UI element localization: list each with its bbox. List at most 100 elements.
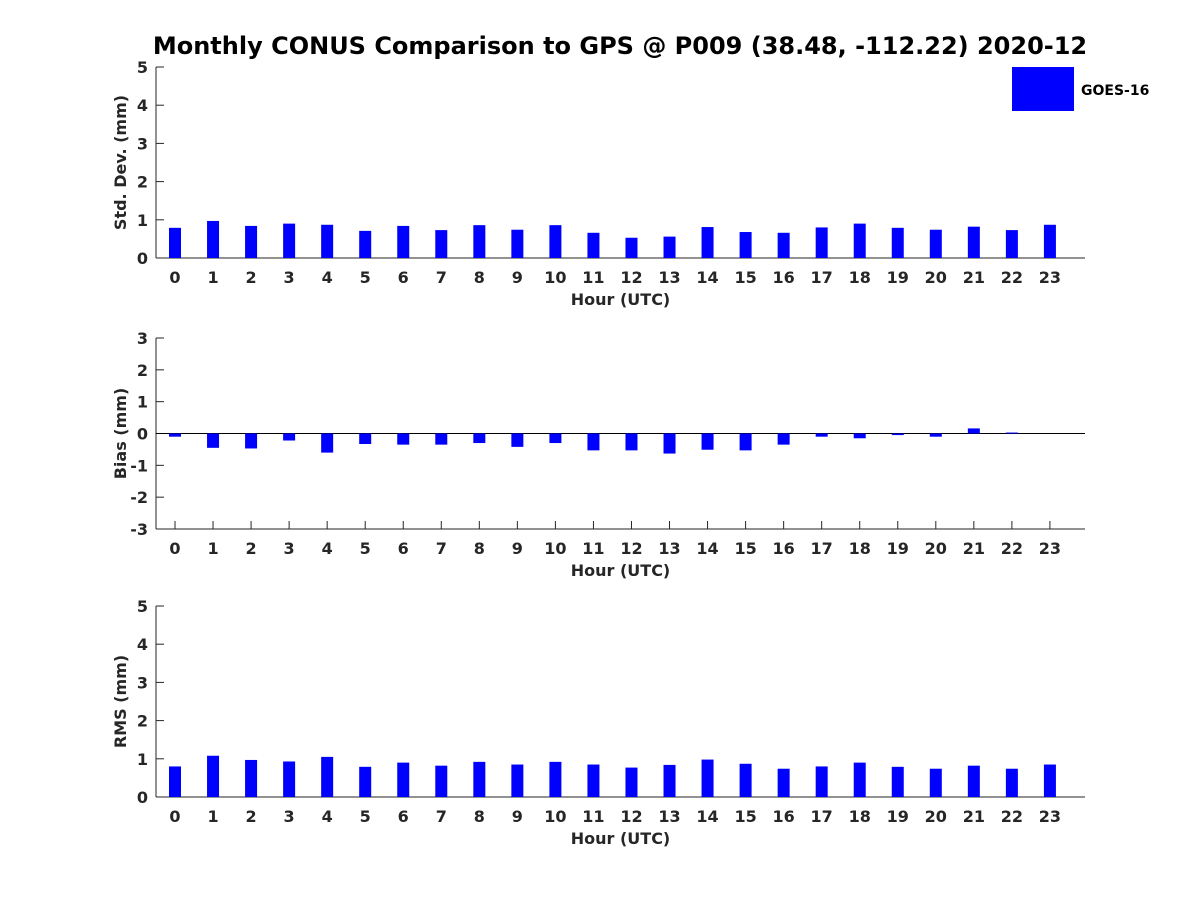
bar — [245, 759, 258, 797]
x-tick-label: 17 — [811, 268, 833, 287]
bar — [625, 767, 638, 797]
x-tick-label: 23 — [1039, 268, 1061, 287]
bar — [1043, 224, 1056, 258]
y-tick-label: 0 — [137, 249, 148, 268]
bar — [359, 766, 372, 797]
y-tick-label: 4 — [137, 96, 148, 115]
x-tick-label: 15 — [734, 807, 756, 826]
y-tick-label: 2 — [137, 173, 148, 192]
y-tick-label: 3 — [137, 329, 148, 348]
bar — [815, 766, 828, 797]
bar — [359, 433, 372, 445]
bar — [473, 433, 486, 444]
bar — [701, 759, 714, 797]
x-tick-label: 0 — [169, 268, 180, 287]
x-tick-label: 18 — [849, 539, 871, 558]
bar — [967, 765, 980, 797]
bar — [777, 768, 790, 797]
bar — [207, 433, 220, 448]
y-tick-label: 0 — [137, 425, 148, 444]
x-tick-label: 14 — [696, 807, 718, 826]
bar — [321, 756, 334, 797]
bar — [929, 433, 942, 437]
bar — [321, 433, 334, 453]
bar — [321, 224, 334, 258]
x-tick-label: 19 — [887, 539, 909, 558]
bar — [549, 761, 562, 797]
x-tick-label: 14 — [696, 268, 718, 287]
x-tick-label: 4 — [322, 268, 333, 287]
y-tick-label: -1 — [130, 456, 148, 475]
bar — [929, 768, 942, 797]
x-tick-label: 15 — [734, 268, 756, 287]
bar — [739, 433, 752, 451]
x-tick-label: 12 — [620, 268, 642, 287]
bar — [891, 227, 904, 258]
y-tick-label: 0 — [137, 788, 148, 807]
bar — [625, 237, 638, 258]
bar — [967, 226, 980, 258]
x-tick-label: 5 — [360, 268, 371, 287]
x-tick-label: 12 — [620, 539, 642, 558]
bar — [435, 765, 448, 797]
x-tick-label: 7 — [436, 539, 447, 558]
x-tick-label: 3 — [284, 539, 295, 558]
x-tick-label: 5 — [360, 807, 371, 826]
x-tick-label: 8 — [474, 807, 485, 826]
x-tick-label: 20 — [925, 268, 947, 287]
x-tick-label: 2 — [246, 539, 257, 558]
bar — [891, 766, 904, 797]
bar — [207, 220, 220, 258]
x-tick-label: 10 — [544, 268, 566, 287]
bar — [511, 764, 524, 797]
x-tick-label: 13 — [658, 539, 680, 558]
x-tick-label: 16 — [773, 268, 795, 287]
bar — [853, 762, 866, 797]
x-tick-label: 3 — [284, 807, 295, 826]
x-tick-label: 17 — [811, 539, 833, 558]
x-tick-label: 21 — [963, 539, 985, 558]
bar — [739, 232, 752, 258]
legend-swatch — [1012, 67, 1074, 111]
x-axis-label: Hour (UTC) — [571, 290, 671, 309]
bar — [701, 433, 714, 450]
x-tick-label: 23 — [1039, 539, 1061, 558]
bar — [397, 762, 410, 797]
x-tick-label: 23 — [1039, 807, 1061, 826]
x-tick-label: 6 — [398, 268, 409, 287]
x-axis-label: Hour (UTC) — [571, 829, 671, 848]
y-axis-label: Std. Dev. (mm) — [111, 95, 130, 230]
y-tick-label: 2 — [137, 712, 148, 731]
x-tick-label: 19 — [887, 807, 909, 826]
x-axis-label: Hour (UTC) — [571, 561, 671, 580]
bar — [397, 433, 410, 445]
x-tick-label: 20 — [925, 539, 947, 558]
x-tick-label: 5 — [360, 539, 371, 558]
bar — [815, 227, 828, 258]
bar — [473, 761, 486, 797]
bar — [1005, 432, 1018, 434]
bar — [587, 433, 600, 451]
y-tick-label: 3 — [137, 134, 148, 153]
x-tick-label: 15 — [734, 539, 756, 558]
y-tick-label: -2 — [130, 488, 148, 507]
x-tick-label: 0 — [169, 807, 180, 826]
bar — [435, 230, 448, 258]
y-tick-label: 5 — [137, 597, 148, 616]
bar — [473, 225, 486, 258]
bar — [1043, 764, 1056, 797]
bar — [587, 232, 600, 258]
x-tick-label: 8 — [474, 539, 485, 558]
x-tick-label: 13 — [658, 268, 680, 287]
bar — [853, 223, 866, 258]
x-tick-label: 9 — [512, 268, 523, 287]
x-tick-label: 18 — [849, 807, 871, 826]
x-tick-label: 11 — [582, 268, 604, 287]
bar — [245, 225, 258, 258]
bar — [891, 433, 904, 436]
bar — [283, 223, 296, 258]
x-tick-label: 4 — [322, 807, 333, 826]
